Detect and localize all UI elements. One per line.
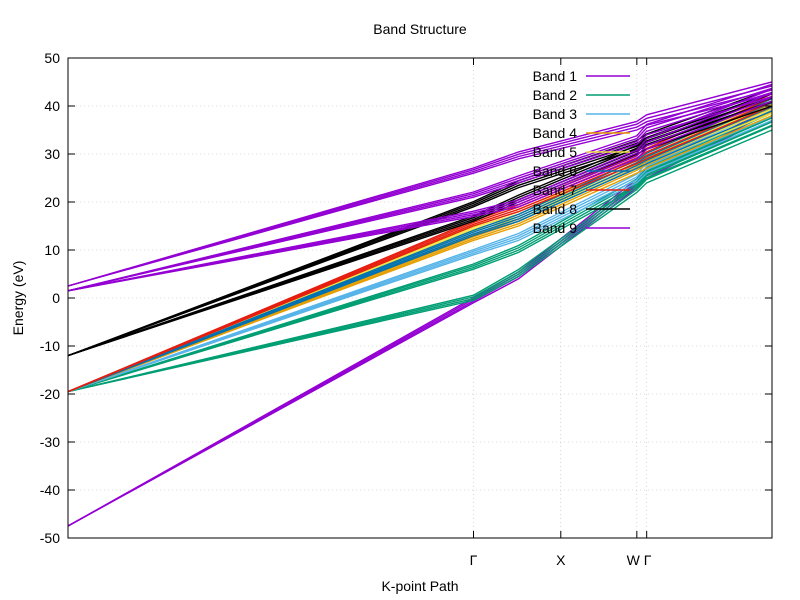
plot-lines <box>67 81 773 527</box>
band-2-line <box>67 125 773 393</box>
y-tick-label: -20 <box>40 386 60 402</box>
legend-label: Band 6 <box>533 163 578 179</box>
band-9-line <box>67 95 773 292</box>
legend-label: Band 2 <box>533 87 578 103</box>
band-2-line <box>67 116 773 393</box>
legend-label: Band 4 <box>533 125 578 141</box>
y-tick-label: 10 <box>44 242 60 258</box>
band-4-line <box>67 114 773 393</box>
band-7-line <box>67 101 773 393</box>
band-2-line <box>67 120 773 393</box>
band-3-line <box>67 119 773 393</box>
legend-label: Band 1 <box>533 68 578 84</box>
band-8-line <box>67 93 773 357</box>
band-2-line <box>67 121 773 393</box>
y-tick-label: 20 <box>44 194 60 210</box>
band-6-line <box>67 102 773 393</box>
band-9-line <box>67 100 773 292</box>
band-7-line <box>67 105 773 393</box>
x-tick-label: Γ <box>644 552 652 568</box>
band-3-line <box>67 115 773 393</box>
y-tick-label: 30 <box>44 146 60 162</box>
x-axis-label: K-point Path <box>381 578 458 594</box>
legend: Band 1 Band 2 Band 3 Band 4 Band 5 Band 6 Band… <box>533 68 630 236</box>
y-tick-label: -50 <box>40 530 60 546</box>
band-2-line <box>67 129 773 393</box>
band-9-line <box>67 89 773 287</box>
y-axis-ticks: -50 -40 -30 -20 -10 0 10 20 30 40 50 <box>40 50 772 546</box>
y-tick-label: 0 <box>52 290 60 306</box>
band-6-line <box>67 110 773 393</box>
legend-label: Band 9 <box>533 220 578 236</box>
y-tick-label: -30 <box>40 434 60 450</box>
y-axis-label: Energy (eV) <box>10 261 26 336</box>
chart-title: Band Structure <box>373 21 467 37</box>
band-4-line <box>67 110 773 393</box>
band-2-line <box>67 124 773 393</box>
band-9-line <box>67 81 773 287</box>
y-tick-label: -40 <box>40 482 60 498</box>
legend-label: Band 8 <box>533 201 578 217</box>
band-8-line <box>67 97 773 357</box>
x-tick-label: X <box>556 552 566 568</box>
band-3-line <box>67 107 773 393</box>
band-9-line <box>67 88 773 292</box>
y-tick-label: -10 <box>40 338 60 354</box>
band-9-line <box>67 91 773 292</box>
y-tick-label: 50 <box>44 50 60 66</box>
band-9-line <box>67 85 773 287</box>
legend-label: Band 3 <box>533 106 578 122</box>
band-6-line <box>67 106 773 393</box>
y-tick-label: 40 <box>44 98 60 114</box>
legend-label: Band 5 <box>533 144 578 160</box>
legend-label: Band 7 <box>533 182 578 198</box>
x-tick-label: W <box>627 552 641 568</box>
band-9-line <box>67 93 773 287</box>
band-9-line <box>67 92 773 292</box>
band-9-line <box>67 87 773 292</box>
band-2-line <box>67 117 773 393</box>
x-tick-label: Γ <box>470 552 478 568</box>
band-3-line <box>67 111 773 393</box>
band-9-line <box>67 96 773 292</box>
band-9-line <box>67 83 773 292</box>
